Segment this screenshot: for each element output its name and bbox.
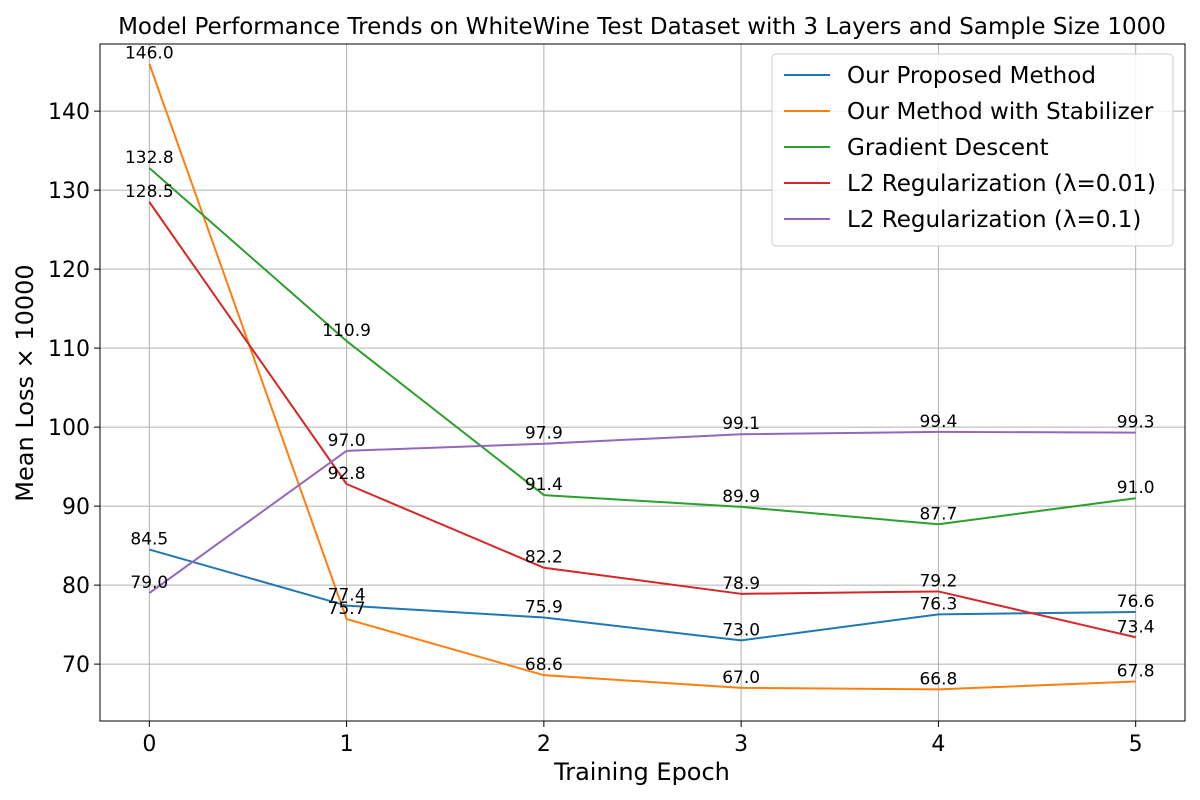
data-label: 91.4 — [525, 475, 563, 495]
data-label: 75.7 — [328, 599, 366, 619]
data-label: 73.4 — [1117, 617, 1155, 637]
data-label: 79.0 — [130, 573, 168, 593]
legend-label: L2 Regularization (λ=0.1) — [847, 207, 1141, 233]
data-label: 68.6 — [525, 655, 563, 675]
data-label: 82.2 — [525, 548, 563, 568]
data-label: 73.0 — [722, 620, 760, 640]
data-label: 75.9 — [525, 598, 563, 618]
legend-label: Our Method with Stabilizer — [847, 99, 1154, 125]
legend-label: L2 Regularization (λ=0.01) — [847, 171, 1156, 197]
data-label: 99.3 — [1117, 413, 1155, 433]
data-label: 77.4 — [328, 586, 366, 606]
data-label: 99.1 — [722, 414, 760, 434]
y-tick-label: 140 — [48, 100, 90, 125]
data-label: 146.0 — [125, 44, 174, 64]
series-line — [148, 201, 1136, 639]
data-label: 76.3 — [919, 594, 957, 614]
data-label: 84.5 — [130, 530, 168, 550]
legend: Our Proposed Method Our Method with Stabi… — [771, 53, 1174, 247]
x-tick-label: 4 — [931, 732, 945, 757]
data-label: 67.0 — [722, 668, 760, 688]
legend-label: Our Proposed Method — [847, 63, 1096, 89]
data-label: 79.2 — [919, 571, 957, 591]
x-axis-title: Training Epoch — [553, 758, 730, 786]
y-tick-label: 80 — [62, 574, 90, 599]
y-tick-label: 110 — [48, 337, 90, 362]
legend-label: Gradient Descent — [847, 135, 1049, 161]
data-label: 99.4 — [919, 412, 957, 432]
data-label: 66.8 — [919, 669, 957, 689]
data-label: 89.9 — [722, 487, 760, 507]
series-line — [148, 167, 1136, 526]
data-label: 87.7 — [919, 504, 957, 524]
x-tick-label: 1 — [340, 732, 354, 757]
axis-layer: 0 1 2 3 4 5 70 80 90 100 110 120 130 140 — [48, 43, 1186, 757]
series-line — [149, 548, 1136, 642]
y-tick-label: 90 — [62, 495, 90, 520]
data-label: 132.8 — [125, 148, 174, 168]
x-tick-label: 0 — [142, 732, 156, 757]
chart-title: Model Performance Trends on WhiteWine Te… — [118, 14, 1166, 40]
x-tick-label: 2 — [537, 732, 551, 757]
data-label-layer: 84.5 77.4 75.9 73.0 76.3 76.6 146.0 75.7 68.6 67.… — [125, 44, 1155, 690]
legend-box — [771, 53, 1174, 247]
series-layer — [148, 63, 1136, 691]
x-tick-label: 5 — [1129, 732, 1143, 757]
data-label: 67.8 — [1117, 662, 1155, 682]
y-axis-title: Mean Loss × 10000 — [11, 264, 39, 501]
data-label: 92.8 — [328, 464, 366, 484]
data-label: 97.0 — [328, 431, 366, 451]
y-tick-label: 120 — [48, 258, 90, 283]
series-line — [148, 63, 1136, 691]
data-label: 91.0 — [1117, 478, 1155, 498]
y-tick-label: 100 — [48, 416, 90, 441]
data-label: 97.9 — [525, 424, 563, 444]
data-label: 78.9 — [722, 574, 760, 594]
x-tick-label: 3 — [734, 732, 748, 757]
plot-frame — [99, 43, 1186, 722]
y-tick-label: 130 — [48, 179, 90, 204]
data-label: 128.5 — [125, 182, 174, 202]
series-line — [148, 430, 1136, 594]
y-tick-label: 70 — [62, 653, 90, 678]
data-label: 110.9 — [322, 321, 371, 341]
data-label: 76.6 — [1117, 592, 1155, 612]
